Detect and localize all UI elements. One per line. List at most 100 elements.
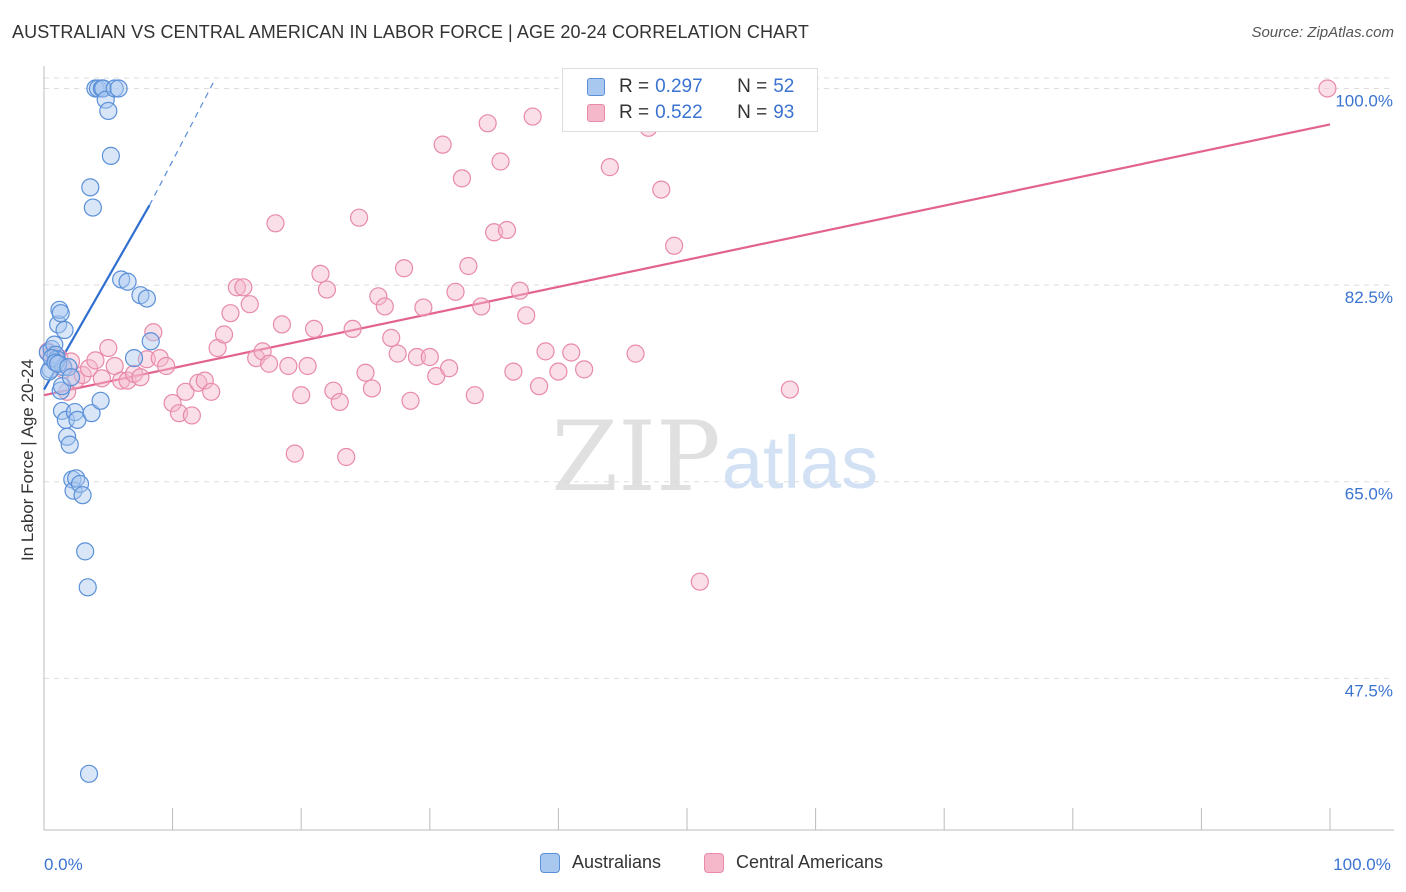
australians-point [91, 391, 110, 410]
central-americans-point [1318, 79, 1337, 98]
central-americans-point [240, 295, 259, 314]
central-americans-point [549, 362, 568, 381]
n-value: 93 [773, 102, 795, 123]
australians-point [76, 542, 95, 561]
r-label: R = [619, 76, 650, 97]
central-americans-point [780, 380, 799, 399]
central-americans-point [472, 297, 491, 316]
watermark: ZIP atlas [551, 401, 878, 513]
central-americans-point [311, 264, 330, 283]
central-americans-point [195, 371, 214, 390]
australians-point [81, 178, 100, 197]
central-americans-point [234, 278, 253, 297]
australians-point [105, 79, 124, 98]
central-americans-point [131, 368, 150, 387]
series-legend: Australians Central Americans [0, 852, 1406, 876]
central-americans-point [292, 386, 311, 405]
central-americans-point [86, 351, 105, 370]
n-label: N = [737, 76, 768, 97]
gridlines [44, 77, 1394, 679]
y-tick-label: 65.0% [1345, 485, 1393, 504]
central-americans-point [157, 356, 176, 376]
australians-trendline-extension [148, 81, 215, 206]
australians-point [109, 79, 128, 98]
central-americans-point [652, 180, 671, 199]
central-americans-point [491, 152, 510, 171]
central-americans-point [407, 347, 427, 367]
central-americans-point [259, 354, 279, 373]
central-americans-point [575, 360, 594, 379]
central-americans-point [562, 343, 581, 362]
legend-swatch-pink [587, 104, 605, 122]
central-americans-point [452, 169, 472, 188]
x-tick-label: 100.0% [1333, 855, 1391, 874]
central-americans-point [137, 350, 156, 369]
central-americans-point [58, 382, 77, 401]
central-americans-point [343, 319, 362, 339]
australians-point [99, 101, 118, 121]
central-americans-point [401, 391, 420, 410]
australians-point [101, 146, 120, 165]
central-americans-point [266, 214, 285, 233]
central-americans-point [388, 344, 407, 363]
central-americans-point [382, 328, 401, 347]
r-value: 0.522 [655, 102, 703, 123]
legend-swatch-blue [540, 852, 560, 873]
legend-row-central-americans: R = 0.522 N = 93 [587, 101, 794, 125]
australians-point [83, 198, 102, 217]
central-americans-point [459, 256, 478, 276]
central-americans-point [600, 158, 619, 177]
australians-point [73, 486, 92, 505]
central-americans-point [99, 338, 118, 358]
central-americans-point [349, 208, 369, 227]
australians-points [38, 79, 160, 783]
central-americans-point [433, 135, 452, 154]
central-americans-points [38, 79, 1337, 591]
central-americans-point [504, 362, 523, 381]
central-americans-point [414, 298, 433, 317]
central-americans-point [510, 281, 529, 300]
australians-point [141, 332, 160, 351]
legend-item-central-americans[interactable]: Central Americans [704, 852, 883, 873]
central-americans-point [176, 382, 195, 401]
legend-row-australians: R = 0.297 N = 52 [587, 75, 794, 99]
central-americans-point [304, 319, 324, 339]
australians-point [61, 368, 81, 387]
central-americans-point [446, 282, 465, 301]
australians-point [82, 404, 101, 423]
central-americans-point [202, 382, 221, 401]
central-americans-point [337, 447, 356, 467]
central-americans-point [497, 220, 517, 240]
australians-point [49, 354, 68, 373]
central-americans-point [478, 114, 497, 133]
n-label: N = [737, 102, 768, 123]
tick-labels: 100.0% 82.5% 65.0% 47.5% 0.0% 100.0% [44, 91, 1393, 874]
legend-label: Central Americans [736, 852, 884, 872]
x-tick-label: 0.0% [44, 855, 83, 874]
watermark-atlas: atlas [722, 421, 878, 504]
australians-point [79, 764, 99, 783]
central-americans-point [394, 259, 414, 278]
central-americans-point [536, 342, 555, 361]
central-americans-point [369, 287, 388, 306]
y-tick-label: 82.5% [1345, 288, 1393, 307]
legend-item-australians[interactable]: Australians [540, 852, 661, 873]
australians-point [124, 349, 144, 368]
y-tick-label: 47.5% [1345, 681, 1393, 700]
central-americans-point [182, 406, 201, 425]
australians-point [78, 578, 97, 597]
central-americans-point [227, 278, 246, 297]
central-americans-point [690, 572, 709, 591]
source-label: Source: ZipAtlas.com [1251, 24, 1394, 41]
legend-swatch-blue [587, 78, 605, 96]
central-americans-point [163, 393, 182, 413]
central-americans-trendline [43, 123, 1331, 397]
australians-point [60, 435, 79, 454]
central-americans-point [517, 306, 536, 325]
n-value: 52 [773, 76, 795, 97]
central-americans-point [221, 304, 240, 323]
legend-swatch-pink [704, 852, 724, 873]
central-americans-point [375, 297, 394, 316]
central-americans-point [665, 236, 684, 255]
